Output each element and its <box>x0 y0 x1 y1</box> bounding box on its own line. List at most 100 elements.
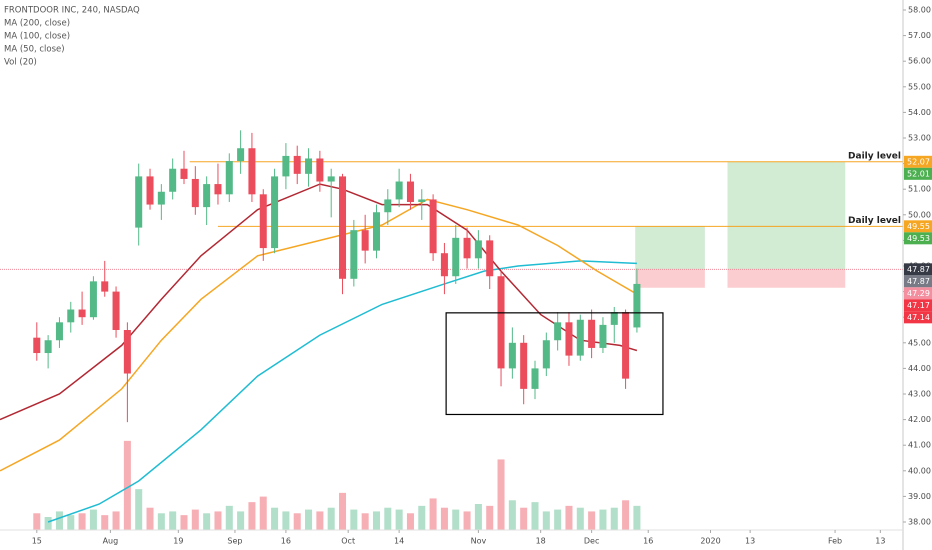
candle-body <box>497 276 505 369</box>
volume-bar <box>191 509 199 530</box>
y-tick-label: 56.00 <box>908 57 931 66</box>
volume-bar <box>384 507 392 530</box>
volume-bar <box>282 511 290 530</box>
candle-body <box>384 199 392 213</box>
volume-bar <box>486 505 494 530</box>
candle-body <box>146 176 154 205</box>
volume-bar <box>497 459 505 530</box>
x-tick-label: Aug <box>103 537 119 546</box>
level-label: Daily level <box>848 151 901 161</box>
volume-bar <box>225 505 233 530</box>
volume-bar <box>316 511 324 530</box>
volume-bar <box>339 492 347 530</box>
price-tag-label: 47.17 <box>907 301 930 310</box>
price-tag <box>904 167 932 180</box>
y-tick-label: 38.00 <box>908 518 931 527</box>
legend-title: FRONTDOOR INC, 240, NASDAQ <box>4 6 140 16</box>
candle-body <box>588 319 596 348</box>
volume-bar <box>361 513 369 530</box>
volume-bar <box>554 509 562 530</box>
price-tag-label: 52.01 <box>907 169 930 178</box>
candle-body <box>248 148 256 195</box>
price-tag-label: 47.87 <box>907 277 930 286</box>
candle-body <box>350 230 358 279</box>
volume-bar <box>203 513 211 530</box>
x-tick-label: Feb <box>828 537 842 546</box>
candle-body <box>157 191 165 205</box>
candle-body <box>599 324 607 348</box>
y-tick-label: 58.00 <box>908 6 931 15</box>
volume-bar <box>372 511 380 530</box>
candle-body <box>237 148 245 162</box>
x-tick-label: 16 <box>281 537 291 546</box>
candle-body <box>259 194 267 249</box>
volume-bar <box>395 509 403 530</box>
price-tag-label: 47.29 <box>907 289 930 298</box>
volume-bar <box>474 504 482 530</box>
legend-item: Vol (20) <box>4 58 37 68</box>
volume-bar <box>463 511 471 530</box>
y-tick-label: 53.00 <box>908 134 931 143</box>
volume-bar <box>542 511 550 530</box>
candle-body <box>633 283 641 328</box>
volume-bar <box>599 509 607 530</box>
price-tag-label: 47.87 <box>907 265 930 274</box>
volume-bar <box>112 511 120 530</box>
price-tag <box>904 299 932 312</box>
candle-body <box>169 168 177 192</box>
x-tick-label: 2020 <box>700 537 720 546</box>
volume-bar <box>610 507 618 530</box>
x-tick-label: 15 <box>32 537 42 546</box>
y-tick-label: 57.00 <box>908 31 931 40</box>
candle-body <box>610 312 618 325</box>
y-tick-label: 45.00 <box>908 338 931 347</box>
volume-bar <box>135 489 143 530</box>
candle-body <box>361 230 369 251</box>
volume-bar <box>406 513 414 530</box>
volume-bar <box>429 498 437 530</box>
x-tick-label: Oct <box>341 537 355 546</box>
candle-body <box>225 161 233 195</box>
ma-line <box>47 260 637 523</box>
volume-bar <box>588 511 596 530</box>
y-tick-label: 42.00 <box>908 415 931 424</box>
x-tick-label: Dec <box>584 537 599 546</box>
candle-body <box>474 240 482 259</box>
candle-body <box>418 199 426 202</box>
volume-bar <box>55 511 63 530</box>
candle-body <box>55 322 63 341</box>
candle-body <box>316 158 324 182</box>
candle-body <box>305 158 313 174</box>
volume-bar <box>452 509 460 530</box>
price-layer: Daily level Daily level <box>0 130 901 523</box>
x-tick-label: Sep <box>227 537 242 546</box>
candle-body <box>191 178 199 208</box>
x-tick-label: 13 <box>745 537 755 546</box>
price-tag <box>904 263 932 276</box>
candle-body <box>395 181 403 200</box>
candle-body <box>44 340 52 354</box>
x-tick-label: 19 <box>173 537 183 546</box>
volume-bar <box>520 507 528 530</box>
volume-bar <box>508 500 516 530</box>
legend: FRONTDOOR INC, 240, NASDAQ MA (200, clos… <box>4 6 140 68</box>
candle-body <box>282 155 290 177</box>
volume-bar <box>418 505 426 530</box>
volume-bar <box>44 517 52 530</box>
volume-bar <box>576 507 584 530</box>
candle-body <box>271 176 279 249</box>
candle-body <box>429 199 437 254</box>
candle-body <box>452 237 460 277</box>
x-tick-label: Nov <box>471 537 487 546</box>
background-layer <box>0 161 903 530</box>
volume-bar <box>146 507 154 530</box>
price-tag <box>904 275 932 288</box>
y-tick-label: 41.00 <box>908 441 931 450</box>
volume-bar <box>531 502 539 530</box>
candle-body <box>372 212 380 251</box>
volume-bar <box>622 500 630 530</box>
candle-body <box>293 155 301 174</box>
candle-body <box>622 312 630 379</box>
